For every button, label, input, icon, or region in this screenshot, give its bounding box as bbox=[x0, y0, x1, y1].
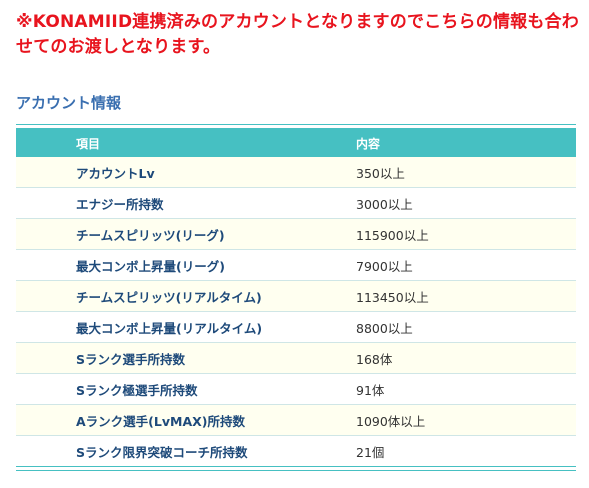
table-body: アカウントLv 350以上 エナジー所持数 3000以上 チームスピリッツ(リー… bbox=[16, 157, 576, 466]
header-item-label: 項目 bbox=[76, 136, 101, 151]
row-item-label: 最大コンボ上昇量(リーグ) bbox=[76, 258, 225, 274]
row-value-cell: 7900以上 bbox=[296, 249, 576, 281]
row-value: 1090体以上 bbox=[356, 413, 426, 429]
row-item-cell: アカウントLv bbox=[16, 157, 296, 188]
table-row: Sランク選手所持数 168体 bbox=[16, 342, 576, 374]
row-value-cell: 115900以上 bbox=[296, 218, 576, 250]
row-item-label: 最大コンボ上昇量(リアルタイム) bbox=[76, 320, 263, 336]
table-row: エナジー所持数 3000以上 bbox=[16, 187, 576, 219]
table-row: Sランク限界突破コーチ所持数 21個 bbox=[16, 435, 576, 466]
row-item-cell: Sランク限界突破コーチ所持数 bbox=[16, 435, 296, 466]
row-item-cell: エナジー所持数 bbox=[16, 187, 296, 219]
table-row: Aランク選手(LvMAX)所持数 1090体以上 bbox=[16, 404, 576, 436]
row-value: 3000以上 bbox=[356, 196, 413, 212]
header-content-label: 内容 bbox=[356, 136, 381, 151]
row-value-cell: 8800以上 bbox=[296, 311, 576, 343]
row-item-label: チームスピリッツ(リーグ) bbox=[76, 227, 225, 243]
table-row: 最大コンボ上昇量(リーグ) 7900以上 bbox=[16, 249, 576, 281]
header-content: 内容 bbox=[296, 129, 576, 157]
row-item-label: チームスピリッツ(リアルタイム) bbox=[76, 289, 262, 305]
row-value-cell: 21個 bbox=[296, 435, 576, 466]
table-bottom-divider bbox=[16, 466, 576, 471]
table-header-row: 項目 内容 bbox=[16, 129, 576, 157]
notice-text: ※KONAMIID連携済みのアカウントとなりますのでこちらの情報も合わせてのお渡… bbox=[16, 12, 579, 57]
section-title-account-info: アカウント情報 bbox=[16, 94, 122, 112]
table-row: チームスピリッツ(リーグ) 115900以上 bbox=[16, 218, 576, 250]
row-item-cell: Sランク選手所持数 bbox=[16, 342, 296, 374]
row-value: 113450以上 bbox=[356, 289, 429, 305]
row-value: 21個 bbox=[356, 444, 385, 460]
row-item-label: エナジー所持数 bbox=[76, 196, 164, 212]
row-value-cell: 1090体以上 bbox=[296, 404, 576, 436]
table-top-divider bbox=[16, 124, 576, 129]
table-row: Sランク極選手所持数 91体 bbox=[16, 373, 576, 405]
header-item: 項目 bbox=[16, 129, 296, 157]
account-info-table-wrapper: 項目 内容 アカウントLv 350以上 エナジー所持数 3000以上 チームスピ… bbox=[16, 124, 576, 471]
row-value: 8800以上 bbox=[356, 320, 413, 336]
account-info-table: 項目 内容 アカウントLv 350以上 エナジー所持数 3000以上 チームスピ… bbox=[16, 129, 576, 466]
row-value-cell: 168体 bbox=[296, 342, 576, 374]
row-value: 115900以上 bbox=[356, 227, 429, 243]
row-item-label: Sランク限界突破コーチ所持数 bbox=[76, 444, 248, 460]
row-value-cell: 350以上 bbox=[296, 157, 576, 188]
row-item-cell: 最大コンボ上昇量(リアルタイム) bbox=[16, 311, 296, 343]
row-value-cell: 113450以上 bbox=[296, 280, 576, 312]
row-item-cell: チームスピリッツ(リアルタイム) bbox=[16, 280, 296, 312]
row-value: 168体 bbox=[356, 351, 393, 367]
row-item-cell: Sランク極選手所持数 bbox=[16, 373, 296, 405]
table-row: チームスピリッツ(リアルタイム) 113450以上 bbox=[16, 280, 576, 312]
row-value-cell: 3000以上 bbox=[296, 187, 576, 219]
table-row: アカウントLv 350以上 bbox=[16, 157, 576, 188]
row-item-cell: チームスピリッツ(リーグ) bbox=[16, 218, 296, 250]
row-value-cell: 91体 bbox=[296, 373, 576, 405]
row-item-label: アカウントLv bbox=[76, 165, 155, 181]
row-value: 350以上 bbox=[356, 165, 405, 181]
row-item-label: Aランク選手(LvMAX)所持数 bbox=[76, 413, 245, 429]
row-value: 7900以上 bbox=[356, 258, 413, 274]
row-item-cell: 最大コンボ上昇量(リーグ) bbox=[16, 249, 296, 281]
row-value: 91体 bbox=[356, 382, 385, 398]
table-row: 最大コンボ上昇量(リアルタイム) 8800以上 bbox=[16, 311, 576, 343]
row-item-label: Sランク極選手所持数 bbox=[76, 382, 198, 398]
row-item-label: Sランク選手所持数 bbox=[76, 351, 186, 367]
table-header: 項目 内容 bbox=[16, 129, 576, 157]
row-item-cell: Aランク選手(LvMAX)所持数 bbox=[16, 404, 296, 436]
